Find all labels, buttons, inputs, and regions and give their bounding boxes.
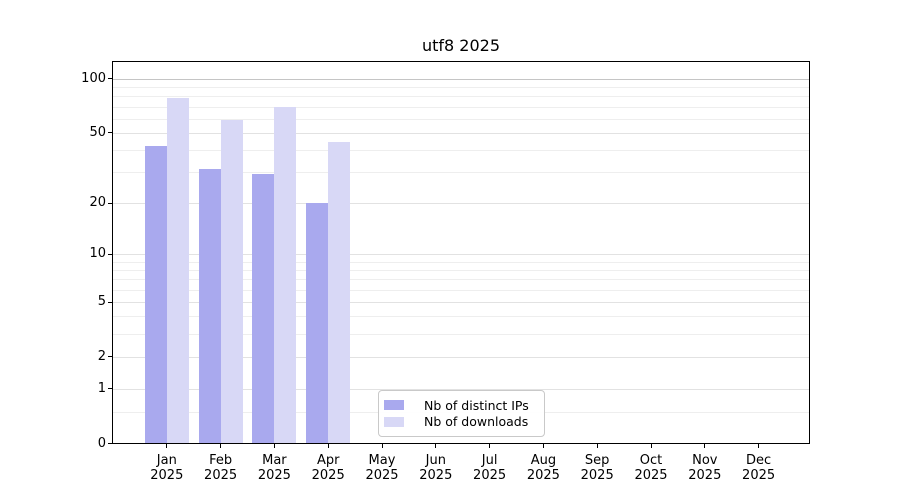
gridline-minor xyxy=(113,106,809,108)
legend-label-distinct-ips: Nb of distinct IPs xyxy=(424,397,529,413)
gridline-minor xyxy=(113,150,809,152)
x-tick xyxy=(166,444,168,448)
x-tick-label: Jun 2025 xyxy=(419,453,453,483)
x-tick-label: Feb 2025 xyxy=(204,453,238,483)
y-tick xyxy=(108,301,112,303)
bar-downloads xyxy=(274,107,297,443)
gridline-minor xyxy=(113,279,809,281)
y-tick-label: 50 xyxy=(89,124,106,140)
gridline-minor xyxy=(113,334,809,335)
bar-downloads xyxy=(220,119,243,443)
y-tick xyxy=(108,388,112,390)
gridline-minor xyxy=(113,172,809,174)
legend-label-downloads: Nb of downloads xyxy=(424,414,529,430)
y-tick xyxy=(108,253,112,255)
gridline-minor xyxy=(113,261,809,263)
gridline-major xyxy=(113,388,809,390)
x-tick-label: Nov 2025 xyxy=(688,453,722,483)
x-tick-label: Jul 2025 xyxy=(473,453,507,483)
bar-distinct-ips xyxy=(306,202,329,443)
bar-distinct-ips xyxy=(198,169,221,443)
gridline-minor xyxy=(113,269,809,271)
gridline-minor xyxy=(113,316,809,318)
x-tick xyxy=(435,444,437,448)
bar-downloads xyxy=(328,142,351,443)
legend-item-distinct-ips: Nb of distinct IPs xyxy=(384,397,538,414)
legend-item-downloads: Nb of downloads xyxy=(384,414,538,431)
x-tick xyxy=(327,444,329,448)
x-tick xyxy=(650,444,652,448)
x-tick-label: Dec 2025 xyxy=(742,453,776,483)
y-tick-label: 5 xyxy=(97,294,106,309)
y-tick-label: 20 xyxy=(89,195,106,210)
x-tick xyxy=(489,444,491,448)
chart-title: utf8 2025 xyxy=(421,36,501,55)
gridline-minor xyxy=(113,87,809,89)
x-tick xyxy=(542,444,544,448)
y-tick xyxy=(108,202,112,204)
gridline-major xyxy=(113,78,809,80)
bar-downloads xyxy=(166,97,189,443)
gridline-minor xyxy=(113,96,809,98)
x-tick-label: Apr 2025 xyxy=(311,453,345,483)
bar-distinct-ips xyxy=(144,145,167,443)
x-tick xyxy=(381,444,383,448)
x-tick-label: Jan 2025 xyxy=(150,453,184,483)
gridline-minor xyxy=(113,118,809,120)
y-tick-label: 0 xyxy=(97,435,106,451)
x-tick-label: Oct 2025 xyxy=(634,453,668,483)
gridline-major xyxy=(113,203,809,204)
y-tick xyxy=(108,443,112,444)
x-tick-label: May 2025 xyxy=(365,453,399,483)
y-tick xyxy=(108,356,112,358)
gridline-major xyxy=(113,302,809,303)
y-tick-label: 10 xyxy=(89,246,106,262)
x-tick-label: Sep 2025 xyxy=(580,453,614,483)
bar-distinct-ips xyxy=(252,174,275,443)
gridline-minor xyxy=(113,289,809,291)
legend-swatch-downloads xyxy=(384,416,404,427)
x-tick-label: Aug 2025 xyxy=(526,453,560,483)
legend: Nb of distinct IPs Nb of downloads xyxy=(378,390,545,437)
plot-area xyxy=(112,61,810,444)
gridline-major xyxy=(113,254,809,256)
x-tick xyxy=(596,444,598,448)
legend-swatch-distinct-ips xyxy=(384,400,404,411)
y-tick xyxy=(108,132,112,134)
y-tick xyxy=(108,78,112,80)
x-tick xyxy=(220,444,222,448)
y-tick-label: 100 xyxy=(81,70,106,86)
x-tick xyxy=(704,444,706,448)
gridline-major xyxy=(113,132,809,134)
x-tick xyxy=(273,444,275,448)
x-tick-label: Mar 2025 xyxy=(257,453,291,483)
y-tick-label: 1 xyxy=(97,380,106,396)
x-tick xyxy=(758,444,760,448)
y-tick-label: 2 xyxy=(97,348,106,364)
gridline-major xyxy=(113,356,809,358)
